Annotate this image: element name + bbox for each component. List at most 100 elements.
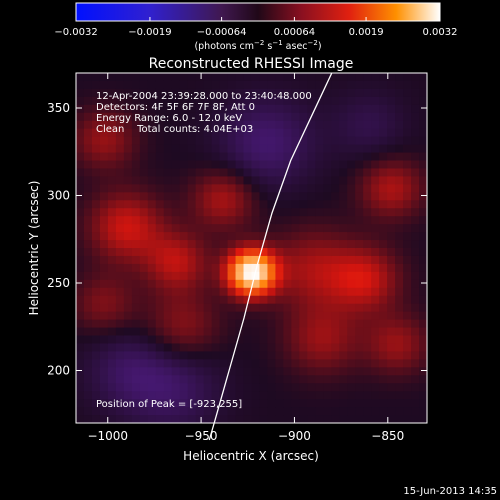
heatmap-cell	[171, 112, 181, 122]
heatmap-cell	[99, 144, 109, 154]
heatmap-cell	[363, 279, 372, 289]
heatmap-cell	[83, 120, 93, 130]
heatmap-cell	[395, 255, 404, 265]
heatmap-cell	[171, 232, 181, 241]
heatmap-cell	[291, 367, 300, 376]
heatmap-cell	[355, 136, 364, 146]
heatmap-cell	[171, 208, 181, 217]
heatmap-cell	[395, 375, 404, 384]
heatmap-cell	[123, 248, 133, 257]
heatmap-cell	[371, 303, 380, 313]
heatmap-cell	[387, 383, 396, 392]
heatmap-cell	[195, 335, 205, 345]
heatmap-cell	[411, 279, 420, 289]
heatmap-cell	[76, 88, 85, 98]
heatmap-cell	[211, 383, 221, 392]
heatmap-cell	[123, 184, 133, 193]
heatmap-cell	[371, 407, 380, 416]
heatmap-cell	[163, 224, 173, 233]
heatmap-cell	[203, 271, 213, 281]
heatmap-cell	[243, 136, 253, 146]
heatmap-cell	[339, 295, 348, 305]
heatmap-cell	[235, 232, 245, 241]
heatmap-cell	[275, 120, 285, 130]
heatmap-cell	[123, 319, 133, 329]
heatmap-cell	[411, 160, 420, 170]
heatmap-cell	[99, 73, 109, 82]
heatmap-cell	[235, 176, 245, 185]
heatmap-cell	[387, 263, 396, 273]
x-axis-label: Heliocentric X (arcsec)	[183, 449, 319, 463]
heatmap-cell	[195, 192, 205, 201]
heatmap-cell	[235, 80, 245, 90]
heatmap-cell	[267, 120, 277, 130]
heatmap-cell	[267, 359, 277, 368]
heatmap-cell	[323, 88, 332, 98]
heatmap-cell	[419, 279, 427, 289]
heatmap-cell	[403, 327, 412, 337]
heatmap-cell	[323, 375, 332, 384]
heatmap-cell	[307, 224, 316, 233]
heatmap-cell	[267, 192, 277, 201]
heatmap-cell	[243, 152, 253, 162]
heatmap-cell	[131, 399, 141, 408]
heatmap-cell	[419, 128, 427, 138]
heatmap-cell	[291, 287, 300, 297]
heatmap-cell	[179, 120, 189, 130]
heatmap-cell	[131, 271, 141, 281]
heatmap-cell	[227, 152, 237, 162]
heatmap-cell	[203, 216, 213, 225]
heatmap-cell	[76, 263, 85, 273]
heatmap-cell	[155, 168, 165, 177]
heatmap-cell	[275, 168, 285, 177]
heatmap-cell	[243, 391, 253, 400]
heatmap-cell	[243, 399, 253, 408]
heatmap-cell	[187, 375, 197, 384]
heatmap-cell	[267, 88, 277, 98]
heatmap-cell	[299, 120, 308, 130]
heatmap-cell	[179, 232, 189, 241]
heatmap-cell	[83, 319, 93, 329]
heatmap-cell	[307, 391, 316, 400]
heatmap-cell	[339, 319, 348, 329]
heatmap-cell	[291, 232, 300, 241]
heatmap-cell	[139, 136, 149, 146]
heatmap-cell	[139, 120, 149, 130]
heatmap-cell	[211, 200, 221, 209]
heatmap-cell	[139, 271, 149, 281]
heatmap-cell	[227, 383, 237, 392]
heatmap-cell	[147, 311, 157, 321]
heatmap-cell	[411, 136, 420, 146]
heatmap-cell	[219, 176, 229, 185]
heatmap-cell	[211, 80, 221, 90]
heatmap-cell	[76, 359, 85, 368]
heatmap-cell	[371, 80, 380, 90]
heatmap-cell	[235, 263, 245, 273]
heatmap-cell	[139, 375, 149, 384]
heatmap-cell	[179, 184, 189, 193]
heatmap-cell	[403, 319, 412, 329]
heatmap-cell	[251, 335, 261, 345]
heatmap-cell	[307, 367, 316, 376]
heatmap-cell	[307, 208, 316, 217]
heatmap-cell	[211, 279, 221, 289]
heatmap-cell	[187, 399, 197, 408]
heatmap-cell	[203, 120, 213, 130]
heatmap-cell	[315, 80, 324, 90]
heatmap-cell	[155, 88, 165, 98]
heatmap-cell	[419, 383, 427, 392]
heatmap-cell	[163, 391, 173, 400]
heatmap-cell	[355, 327, 364, 337]
heatmap-cell	[259, 104, 269, 114]
heatmap-cell	[235, 407, 245, 416]
heatmap-cell	[323, 168, 332, 177]
heatmap-cell	[323, 208, 332, 217]
heatmap-cell	[115, 152, 125, 162]
heatmap-cell	[315, 383, 324, 392]
heatmap-cell	[299, 279, 308, 289]
heatmap-cell	[355, 399, 364, 408]
heatmap-cell	[355, 184, 364, 193]
heatmap-cell	[227, 407, 237, 416]
heatmap-cell	[331, 200, 340, 209]
heatmap-cell	[307, 240, 316, 249]
